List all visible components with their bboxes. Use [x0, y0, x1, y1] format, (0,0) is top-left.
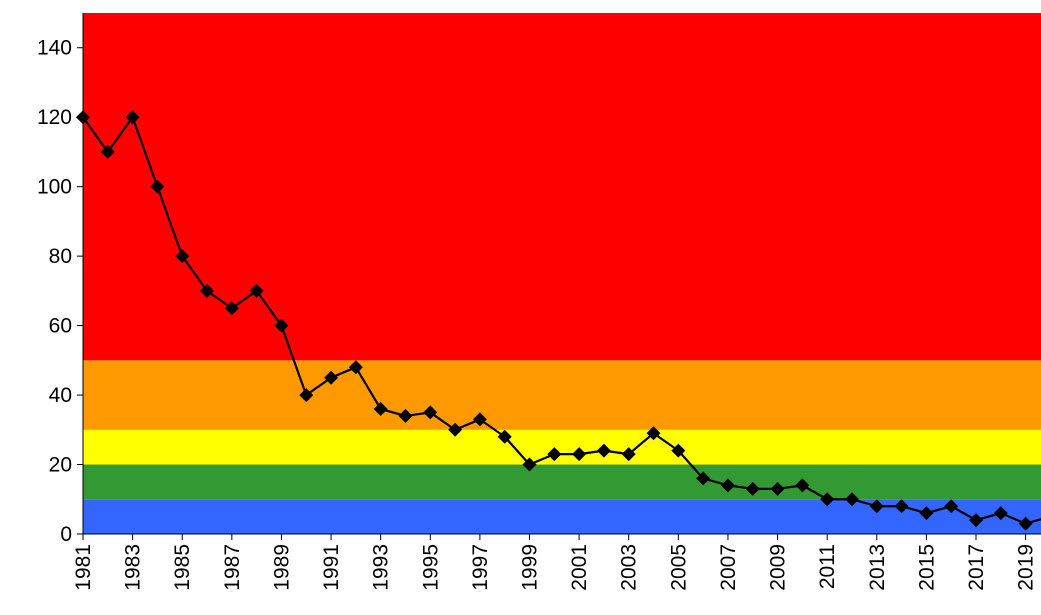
data-point [522, 457, 537, 472]
x-tick-label: 1999 [519, 544, 542, 591]
data-point [299, 388, 314, 403]
data-point [869, 499, 884, 514]
data-point [249, 283, 264, 298]
data-point [448, 422, 463, 437]
data-point [795, 478, 810, 493]
data-point [820, 492, 835, 507]
data-point [596, 443, 611, 458]
data-point [324, 370, 339, 385]
x-tick-label: 1981 [72, 544, 95, 591]
data-point [572, 447, 587, 462]
data-point [919, 506, 934, 521]
band-1 [83, 464, 1041, 500]
background-bands [83, 13, 1041, 534]
data-point [423, 405, 438, 420]
x-tick-label: 1991 [320, 544, 343, 591]
x-tick-label: 2005 [667, 544, 690, 591]
x-tick-label: 2017 [965, 544, 988, 591]
data-point [76, 110, 90, 125]
data-point [646, 426, 661, 441]
data-point [993, 506, 1008, 521]
data-point [770, 481, 785, 496]
y-tick-label: 140 [37, 37, 72, 60]
data-point [100, 144, 115, 159]
data-point [969, 513, 984, 528]
series-line [82, 116, 1041, 525]
data-point [894, 499, 909, 514]
data-point [274, 318, 289, 333]
data-point [497, 429, 512, 444]
y-tick-label: 60 [49, 315, 72, 338]
data-point [720, 478, 735, 493]
y-tick-label: 100 [37, 176, 72, 199]
x-tick-label: 2009 [767, 544, 790, 591]
x-tick-label: 1995 [419, 544, 442, 591]
band-4 [83, 13, 1041, 361]
x-tick-label: 1989 [270, 544, 293, 591]
x-tick-label: 1985 [171, 544, 194, 591]
data-point [373, 401, 388, 416]
data-point [398, 408, 413, 423]
y-tick-label: 120 [37, 106, 72, 129]
data-point [224, 301, 239, 316]
data-point [621, 447, 636, 462]
series-group [76, 110, 1041, 531]
x-axis: 1981 1983 1985 1987 1989 1991 1993 1995 1997 1999… [72, 533, 1041, 591]
band-2 [83, 429, 1041, 465]
y-tick-label: 0 [60, 523, 72, 546]
data-point [175, 249, 190, 264]
x-tick-label: 2001 [568, 544, 591, 591]
x-tick-label: 2003 [618, 544, 641, 591]
x-tick-label: 2011 [816, 544, 839, 589]
data-point [696, 471, 711, 486]
x-tick-label: 2007 [717, 544, 740, 591]
data-point [671, 443, 686, 458]
data-point [348, 360, 363, 375]
x-tick-label: 1993 [370, 544, 393, 591]
data-point [200, 283, 215, 298]
x-tick-label: 1997 [469, 544, 492, 591]
x-tick-label: 1983 [122, 544, 145, 591]
x-tick-label: 1987 [221, 544, 244, 591]
data-point [745, 481, 760, 496]
data-point [1018, 516, 1033, 531]
y-tick-label: 20 [49, 454, 72, 477]
y-tick-label: 80 [49, 245, 72, 268]
band-3 [83, 360, 1041, 430]
data-point [844, 492, 859, 507]
x-tick-label: 2019 [1015, 544, 1038, 591]
y-axis: 0 20 40 60 80 100 120 140 [37, 13, 84, 546]
x-tick-label: 2013 [866, 544, 889, 591]
data-point [944, 499, 959, 514]
data-point [150, 179, 165, 194]
y-tick-label: 40 [49, 384, 72, 407]
data-point [472, 412, 487, 427]
data-point [125, 110, 140, 125]
data-point [547, 447, 562, 462]
x-tick-label: 2015 [915, 544, 938, 591]
